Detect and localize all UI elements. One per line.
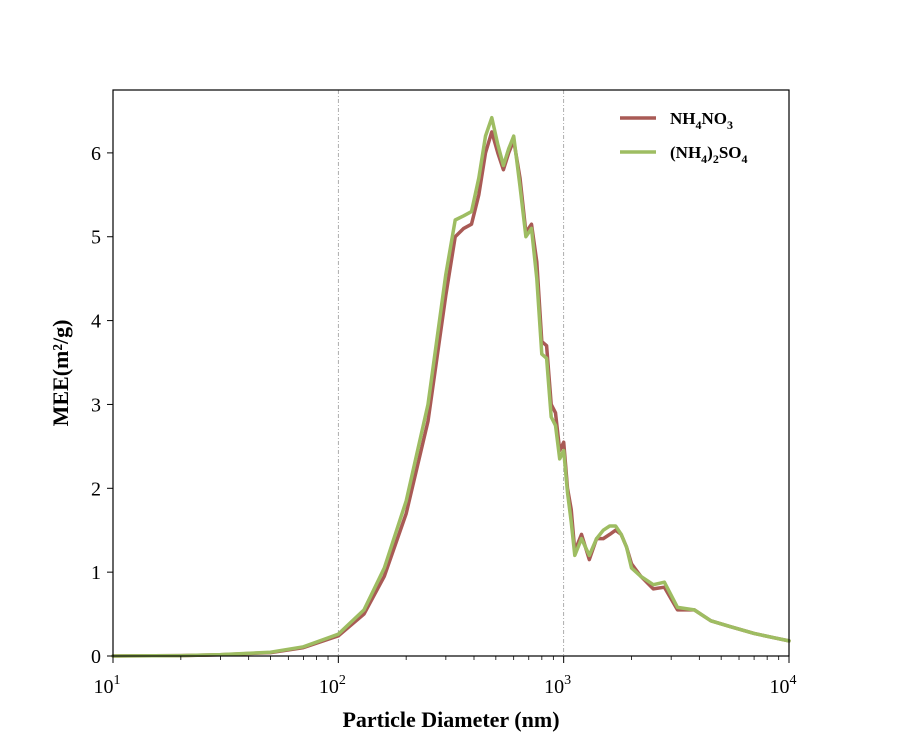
series-line-nh42so4 [111,115,791,658]
y-tick-label: 2 [91,478,101,500]
legend: NH4NO3 (NH4)2SO4 [620,109,748,166]
y-tick-label: 3 [91,394,101,416]
y-tick-label: 4 [91,311,101,333]
x-axis-title: Particle Diameter (nm) [342,707,559,732]
plot-frame [112,89,790,657]
legend-label-nh4no3: NH4NO3 [670,109,733,132]
x-tick-label: 103 [544,673,571,698]
y-tick-label: 1 [91,562,101,584]
legend-label-nh42so4: (NH4)2SO4 [670,143,748,166]
series-line-nh4no3 [111,130,791,658]
y-tick-label: 0 [91,646,101,668]
y-tick-label: 5 [91,227,101,249]
series-layer [111,115,791,658]
ticks: 0 1 2 3 4 5 6 101 102 103 104 [91,143,797,698]
x-tick-label: 104 [770,673,797,698]
y-axis-title: MEE(m²/g) [48,320,73,427]
x-tick-label: 102 [319,673,346,698]
y-tick-label: 6 [91,143,101,165]
x-tick-label: 101 [94,673,121,698]
gridlines [337,90,565,656]
